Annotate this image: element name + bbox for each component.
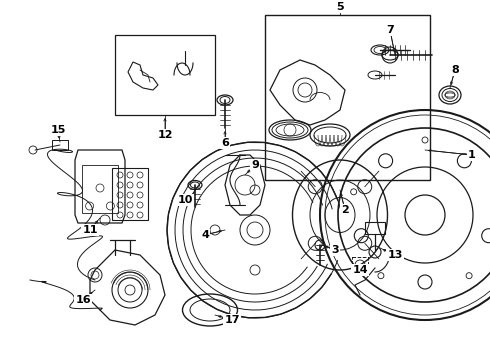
Bar bbox=[52, 140, 68, 150]
Text: 14: 14 bbox=[352, 265, 368, 275]
Text: 16: 16 bbox=[75, 295, 91, 305]
Text: 17: 17 bbox=[224, 315, 240, 325]
Text: 7: 7 bbox=[386, 25, 394, 35]
Bar bbox=[265, 15, 430, 180]
Text: 10: 10 bbox=[177, 195, 193, 205]
Text: 6: 6 bbox=[221, 138, 229, 148]
Text: 12: 12 bbox=[157, 130, 173, 140]
Text: 13: 13 bbox=[387, 250, 403, 260]
Text: 4: 4 bbox=[201, 230, 209, 240]
Text: 1: 1 bbox=[468, 150, 476, 160]
Text: 9: 9 bbox=[251, 160, 259, 170]
Text: 5: 5 bbox=[336, 2, 344, 12]
Bar bbox=[115, 35, 215, 115]
Bar bbox=[365, 222, 385, 234]
Text: 3: 3 bbox=[331, 245, 339, 255]
Text: 2: 2 bbox=[341, 205, 349, 215]
Bar bbox=[352, 257, 368, 273]
Text: 11: 11 bbox=[82, 225, 98, 235]
Text: 15: 15 bbox=[50, 125, 66, 135]
Text: 8: 8 bbox=[451, 65, 459, 75]
